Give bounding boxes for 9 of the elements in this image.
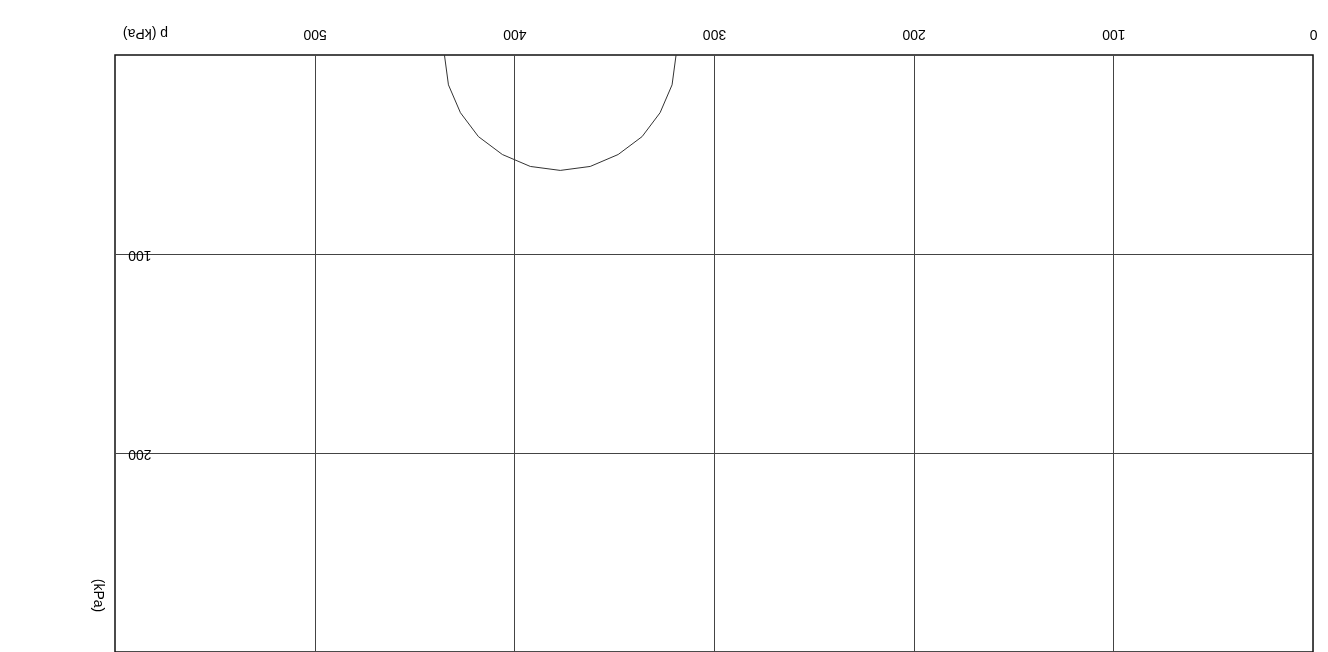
x-tick-label: 0 <box>1309 26 1318 43</box>
x-tick-label: 400 <box>502 26 527 43</box>
x-tick-label: 100 <box>1101 26 1126 43</box>
x-tick-label: 500 <box>303 26 327 43</box>
y-axis-title: (kPa) <box>90 578 107 613</box>
x-axis-title: p (kPa) <box>122 25 169 42</box>
x-tick-label: 300 <box>702 26 727 43</box>
x-tick-label: 200 <box>902 26 926 43</box>
line-series <box>443 54 677 171</box>
